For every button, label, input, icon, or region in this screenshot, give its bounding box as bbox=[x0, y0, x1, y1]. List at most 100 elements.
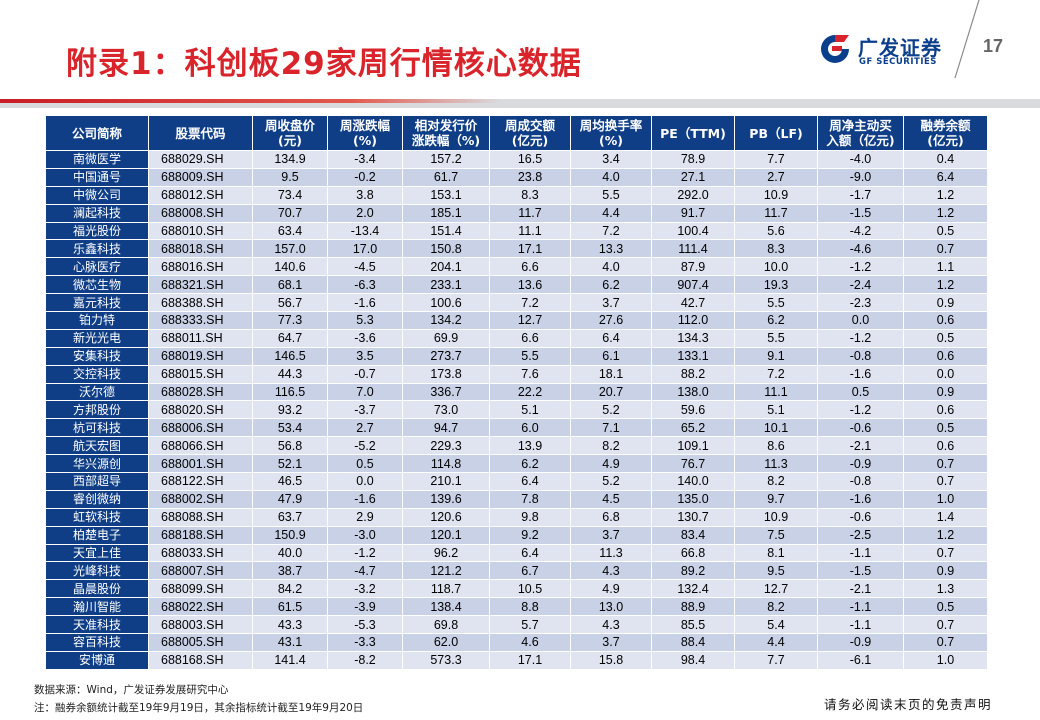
header-band bbox=[0, 99, 1040, 108]
header-band-grey bbox=[0, 99, 1040, 108]
company-name-cell: 微芯生物 bbox=[45, 275, 149, 295]
data-cell: 42.7 bbox=[651, 293, 735, 313]
data-cell: 5.1 bbox=[734, 400, 818, 420]
table-row: 光峰科技 688007.SH 38.7 -4.7 121.2 6.7 4.3 89.2 9.5-… bbox=[45, 561, 988, 581]
data-cell: 9.5 bbox=[734, 561, 818, 581]
data-cell: 17.0 bbox=[327, 239, 403, 259]
table-row: 沃尔德 688028.SH 116.5 7.0 336.7 22.2 20.7 138.0 11… bbox=[45, 382, 988, 402]
data-cell: 4.0 bbox=[570, 257, 652, 277]
company-name-cell: 天宜上佳 bbox=[45, 543, 149, 563]
data-cell: 76.7 bbox=[651, 454, 735, 474]
column-header-label: (%) bbox=[353, 133, 377, 148]
data-cell: 1.0 bbox=[903, 489, 988, 509]
data-cell: -2.4 bbox=[817, 275, 904, 295]
data-cell: 9.7 bbox=[734, 489, 818, 509]
data-cell: 11.7 bbox=[734, 203, 818, 223]
company-name-cell: 睿创微纳 bbox=[45, 489, 149, 509]
data-cell: 0.6 bbox=[903, 311, 988, 330]
data-cell: 6.4 bbox=[570, 328, 652, 348]
data-cell: 64.7 bbox=[252, 328, 328, 348]
company-name-cell: 天准科技 bbox=[45, 615, 149, 635]
data-cell: 19.3 bbox=[734, 275, 818, 295]
data-cell: 6.8 bbox=[570, 507, 652, 527]
data-cell: 5.2 bbox=[570, 472, 652, 491]
data-cell: 111.4 bbox=[651, 239, 735, 259]
data-cell: -1.2 bbox=[817, 328, 904, 348]
data-cell: 96.2 bbox=[402, 543, 490, 563]
column-header-label: (%) bbox=[599, 133, 623, 148]
data-cell: 7.2 bbox=[489, 293, 571, 313]
data-cell: 52.1 bbox=[252, 454, 328, 474]
data-cell: 229.3 bbox=[402, 436, 490, 456]
data-cell: -2.3 bbox=[817, 293, 904, 313]
stock-code-cell: 688007.SH bbox=[148, 561, 253, 581]
data-cell: 0.4 bbox=[903, 150, 988, 169]
data-cell: 138.0 bbox=[651, 382, 735, 402]
market-data-table: 公司简称 股票代码 周收盘价 (元) 周涨跌幅 (%) 相对发行价 涨跌幅（%) 周成交额 (亿元… bbox=[45, 115, 988, 670]
column-header-label: 周收盘价 bbox=[264, 118, 315, 133]
data-cell: 0.7 bbox=[903, 543, 988, 563]
data-cell: 44.3 bbox=[252, 364, 328, 384]
company-name-cell: 航天宏图 bbox=[45, 436, 149, 456]
data-cell: -0.7 bbox=[327, 364, 403, 384]
data-cell: 61.5 bbox=[252, 597, 328, 617]
data-cell: -0.8 bbox=[817, 346, 904, 366]
column-header-label: 股票代码 bbox=[175, 125, 226, 141]
data-cell: 3.5 bbox=[327, 346, 403, 366]
logo-english-name: GF SECURITIES bbox=[859, 57, 937, 67]
data-cell: 6.6 bbox=[489, 328, 571, 348]
company-name-cell: 心脉医疗 bbox=[45, 257, 149, 277]
data-cell: 573.3 bbox=[402, 650, 490, 670]
data-cell: -1.6 bbox=[327, 293, 403, 313]
data-cell: 93.2 bbox=[252, 400, 328, 420]
data-cell: -1.6 bbox=[327, 489, 403, 509]
data-cell: 140.0 bbox=[651, 472, 735, 491]
table-row: 心脉医疗 688016.SH 140.6 -4.5 204.1 6.6 4.0 87.9 10.… bbox=[45, 257, 988, 277]
stock-code-cell: 688033.SH bbox=[148, 543, 253, 563]
data-cell: -2.5 bbox=[817, 525, 904, 545]
data-cell: 7.5 bbox=[734, 525, 818, 545]
table-row: 福光股份 688010.SH 63.4 -13.4 151.4 11.1 7.2 100.4 5… bbox=[45, 221, 988, 241]
company-name-cell: 晶晨股份 bbox=[45, 579, 149, 599]
data-cell: 43.1 bbox=[252, 633, 328, 652]
data-cell: 0.5 bbox=[903, 328, 988, 348]
data-cell: 0.0 bbox=[327, 472, 403, 491]
table-row: 南微医学 688029.SH 134.9 -3.4 157.2 16.5 3.4 78.9 7.… bbox=[45, 150, 988, 169]
data-cell: 5.3 bbox=[327, 311, 403, 330]
data-cell: 336.7 bbox=[402, 382, 490, 402]
data-cell: -2.1 bbox=[817, 579, 904, 599]
stock-code-cell: 688188.SH bbox=[148, 525, 253, 545]
data-cell: 69.9 bbox=[402, 328, 490, 348]
data-cell: 153.1 bbox=[402, 185, 490, 205]
table-row: 航天宏图 688066.SH 56.8 -5.2 229.3 13.9 8.2 109.1 8.… bbox=[45, 436, 988, 456]
stock-code-cell: 688011.SH bbox=[148, 328, 253, 348]
data-cell: 116.5 bbox=[252, 382, 328, 402]
data-cell: 85.5 bbox=[651, 615, 735, 635]
data-cell: 3.7 bbox=[570, 633, 652, 652]
data-cell: 8.8 bbox=[489, 597, 571, 617]
data-cell: 8.2 bbox=[734, 472, 818, 491]
data-cell: 5.5 bbox=[489, 346, 571, 366]
data-cell: -0.9 bbox=[817, 454, 904, 474]
data-cell: 133.1 bbox=[651, 346, 735, 366]
company-logo: 广发证券 GF SECURITIES bbox=[818, 30, 943, 70]
data-cell: -13.4 bbox=[327, 221, 403, 241]
data-cell: -3.2 bbox=[327, 579, 403, 599]
data-cell: 43.3 bbox=[252, 615, 328, 635]
data-cell: 204.1 bbox=[402, 257, 490, 277]
company-name-cell: 安博通 bbox=[45, 650, 149, 670]
company-name-cell: 交控科技 bbox=[45, 364, 149, 384]
table-row: 华兴源创 688001.SH 52.1 0.5 114.8 6.2 4.9 76.7 11.3-… bbox=[45, 454, 988, 474]
data-cell: 185.1 bbox=[402, 203, 490, 223]
data-cell: 210.1 bbox=[402, 472, 490, 491]
data-cell: 3.7 bbox=[570, 293, 652, 313]
column-header-label: (亿元) bbox=[511, 133, 549, 148]
data-cell: 7.1 bbox=[570, 418, 652, 438]
column-header-label: 入额（亿元) bbox=[826, 133, 895, 148]
table-row: 微芯生物 688321.SH 68.1 -6.3 233.1 13.6 6.2 907.4 19… bbox=[45, 275, 988, 295]
data-cell: 88.2 bbox=[651, 364, 735, 384]
data-cell: -3.6 bbox=[327, 328, 403, 348]
data-cell: 5.4 bbox=[734, 615, 818, 635]
data-cell: 12.7 bbox=[489, 311, 571, 330]
data-cell: 6.1 bbox=[570, 346, 652, 366]
